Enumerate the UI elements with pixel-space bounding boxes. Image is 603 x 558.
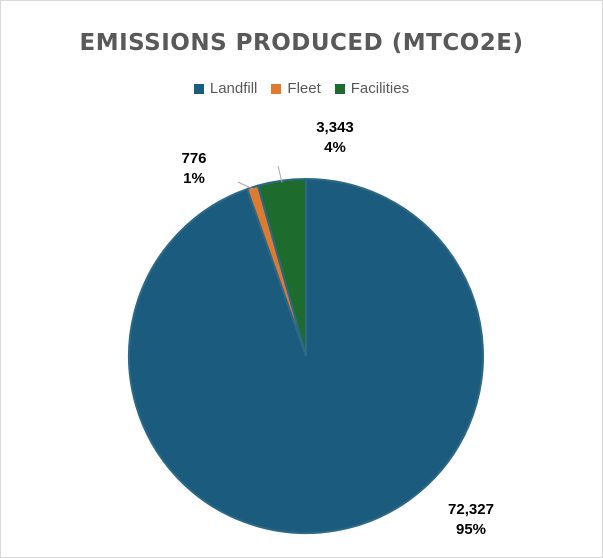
leader-line-facilities: [277, 165, 283, 183]
legend-item-facilities: Facilities: [334, 80, 410, 97]
legend-swatch-landfill: [193, 83, 204, 94]
legend-item-landfill: Landfill: [193, 80, 258, 97]
data-label-percent-landfill: 95%: [456, 521, 486, 538]
data-label-value-fleet: 776: [181, 150, 206, 167]
legend-swatch-fleet: [271, 83, 282, 94]
leader-line-fleet: [237, 181, 254, 190]
legend-label-landfill: Landfill: [209, 80, 258, 97]
data-label-percent-facilities: 4%: [324, 139, 346, 156]
legend-label-fleet: Fleet: [287, 80, 321, 97]
data-label-percent-fleet: 1%: [183, 170, 205, 187]
legend-item-fleet: Fleet: [271, 80, 321, 97]
legend-label-facilities: Facilities: [350, 80, 410, 97]
chart-title: EMISSIONS PRODUCED (MTCO2E): [79, 30, 524, 56]
data-label-value-facilities: 3,343: [316, 119, 354, 136]
data-label-value-landfill: 72,327: [448, 501, 494, 518]
legend: Landfill Fleet Facilities: [0, 80, 603, 97]
legend-swatch-facilities: [334, 83, 345, 94]
